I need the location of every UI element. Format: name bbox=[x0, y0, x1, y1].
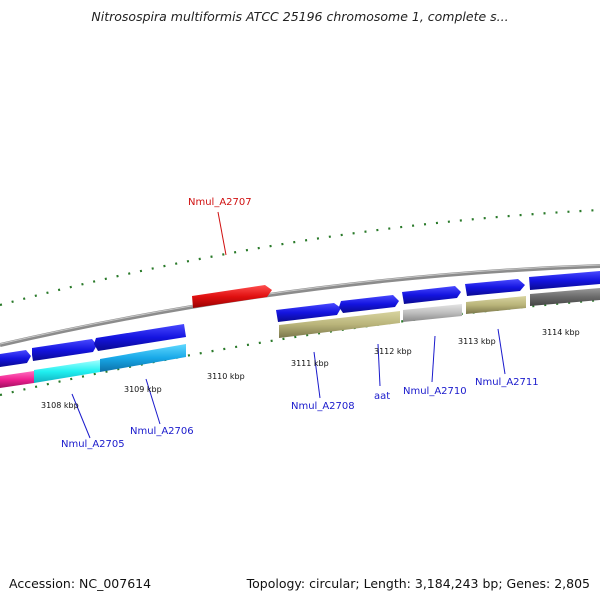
gene-arrow-a2705-prev bbox=[0, 350, 31, 367]
gene-arrow-a2710 bbox=[402, 286, 461, 304]
gene-arrow-a2706 bbox=[94, 324, 186, 351]
gene-arrow-a2711 bbox=[465, 279, 525, 296]
map-title: Nitrosospira multiformis ATCC 25196 chro… bbox=[91, 9, 509, 24]
gene-arrow-aat bbox=[339, 295, 399, 313]
cog-band bbox=[0, 288, 600, 388]
tick-label-3108: 3108 kbp bbox=[41, 401, 79, 410]
tick-label-3112: 3112 kbp bbox=[374, 347, 412, 356]
kbp-tick-labels: 3108 kbp 3109 kbp 3110 kbp 3111 kbp 3112… bbox=[41, 328, 580, 410]
leader-lines bbox=[71, 211, 506, 439]
genome-stats: Topology: circular; Length: 3,184,243 bp… bbox=[246, 576, 590, 591]
gene-arrow-next bbox=[529, 271, 600, 290]
gene-labels[interactable]: Nmul_A2705 Nmul_A2706 Nmul_A2707 Nmul_A2… bbox=[61, 197, 539, 450]
tick-label-3109: 3109 kbp bbox=[124, 385, 162, 394]
gene-label-a2710: Nmul_A2710 bbox=[403, 386, 467, 397]
gene-label-a2705: Nmul_A2705 bbox=[61, 439, 125, 450]
tick-label-3113: 3113 kbp bbox=[458, 337, 496, 346]
tick-label-3111: 3111 kbp bbox=[291, 359, 329, 368]
gene-label-a2708: Nmul_A2708 bbox=[291, 401, 355, 412]
chromosome-backbone bbox=[0, 264, 600, 347]
gene-arrow-a2705 bbox=[32, 339, 97, 361]
tick-label-3114: 3114 kbp bbox=[542, 328, 580, 337]
gene-label-a2707: Nmul_A2707 bbox=[188, 197, 252, 208]
accession-label: Accession: NC_007614 bbox=[9, 576, 152, 591]
gene-arrow-a2707 bbox=[192, 285, 272, 308]
gene-arrows[interactable] bbox=[0, 271, 600, 367]
gene-label-a2711: Nmul_A2711 bbox=[475, 377, 539, 388]
gene-label-aat: aat bbox=[374, 391, 390, 402]
gene-arrow-a2708 bbox=[276, 303, 341, 322]
tick-label-3110: 3110 kbp bbox=[207, 372, 245, 381]
gene-label-a2706: Nmul_A2706 bbox=[130, 426, 194, 437]
